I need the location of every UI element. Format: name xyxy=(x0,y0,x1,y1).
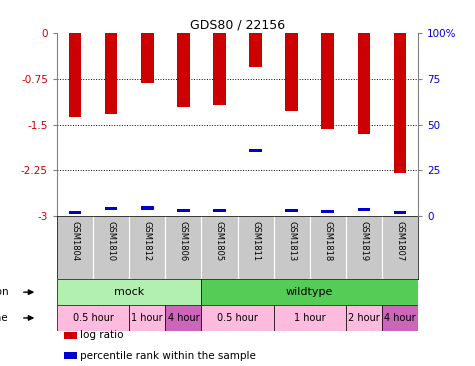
Bar xyxy=(322,33,334,130)
Bar xyxy=(141,33,153,83)
Text: GSM1804: GSM1804 xyxy=(71,221,79,261)
Text: mock: mock xyxy=(114,287,144,297)
Bar xyxy=(69,33,81,117)
Bar xyxy=(57,279,201,305)
Bar xyxy=(177,209,190,212)
Text: GSM1806: GSM1806 xyxy=(179,221,188,262)
Bar xyxy=(346,305,382,331)
Text: 1 hour: 1 hour xyxy=(132,313,163,323)
Bar xyxy=(274,305,346,331)
Text: GSM1813: GSM1813 xyxy=(287,221,296,262)
Text: time: time xyxy=(0,313,8,323)
Text: GSM1807: GSM1807 xyxy=(396,221,404,262)
Bar xyxy=(358,33,370,134)
Text: 1 hour: 1 hour xyxy=(294,313,325,323)
Bar xyxy=(394,33,406,173)
Bar xyxy=(285,33,298,111)
Bar xyxy=(129,305,165,331)
Bar xyxy=(394,211,406,214)
Bar xyxy=(165,305,201,331)
Text: GSM1819: GSM1819 xyxy=(360,221,368,261)
Title: GDS80 / 22156: GDS80 / 22156 xyxy=(190,19,285,32)
Bar xyxy=(249,149,262,152)
Text: GSM1805: GSM1805 xyxy=(215,221,224,261)
Bar xyxy=(382,305,418,331)
Text: wildtype: wildtype xyxy=(286,287,333,297)
Text: 2 hour: 2 hour xyxy=(348,313,380,323)
Bar xyxy=(64,332,77,339)
Text: 0.5 hour: 0.5 hour xyxy=(73,313,114,323)
Text: GSM1810: GSM1810 xyxy=(107,221,115,261)
Text: percentile rank within the sample: percentile rank within the sample xyxy=(80,351,256,361)
Text: log ratio: log ratio xyxy=(80,330,124,340)
Bar xyxy=(322,210,334,213)
Bar xyxy=(213,209,226,212)
Bar xyxy=(69,211,81,214)
Text: infection: infection xyxy=(0,287,8,297)
Text: 4 hour: 4 hour xyxy=(384,313,416,323)
Text: 4 hour: 4 hour xyxy=(168,313,199,323)
Bar xyxy=(358,208,370,212)
Bar xyxy=(57,305,129,331)
Text: GSM1818: GSM1818 xyxy=(323,221,332,262)
Text: GSM1812: GSM1812 xyxy=(143,221,152,261)
Text: 0.5 hour: 0.5 hour xyxy=(217,313,258,323)
Bar xyxy=(177,33,190,108)
Bar xyxy=(105,208,117,210)
Bar xyxy=(105,33,117,113)
Bar xyxy=(64,352,77,359)
Bar xyxy=(201,279,418,305)
Bar xyxy=(201,305,274,331)
Bar xyxy=(141,206,153,210)
Text: GSM1811: GSM1811 xyxy=(251,221,260,261)
Bar xyxy=(213,33,226,105)
Bar xyxy=(285,209,298,212)
Bar xyxy=(249,33,262,67)
